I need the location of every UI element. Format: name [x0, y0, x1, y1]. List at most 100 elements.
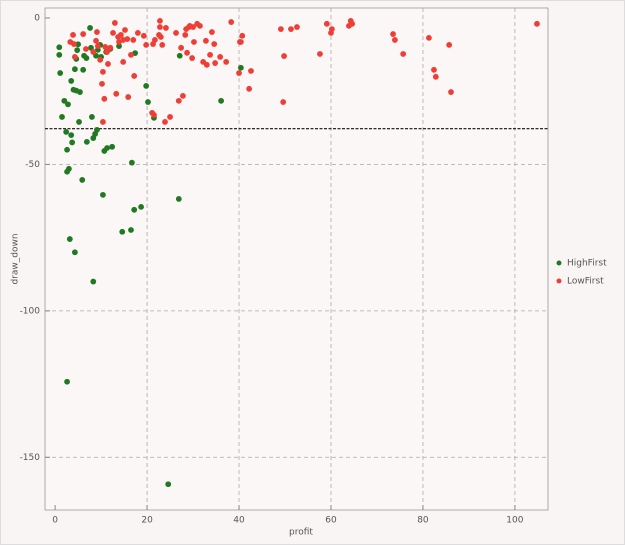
point — [212, 60, 219, 66]
point — [113, 90, 120, 97]
point — [71, 66, 78, 73]
point — [99, 80, 105, 87]
point — [104, 145, 110, 151]
point — [66, 236, 73, 242]
point — [349, 20, 356, 27]
point — [83, 55, 90, 61]
point — [71, 249, 78, 256]
point — [109, 143, 116, 150]
point — [323, 20, 330, 27]
point — [102, 44, 109, 50]
point — [76, 119, 82, 125]
point — [178, 44, 184, 51]
point — [117, 32, 124, 38]
x-tick-label: 80 — [417, 516, 429, 526]
point — [124, 36, 131, 42]
point — [448, 89, 454, 95]
point — [56, 51, 63, 58]
x-tick-label: 60 — [325, 516, 337, 526]
legend-label: HighFirst — [567, 259, 607, 269]
y-tick-label: -50 — [25, 160, 40, 170]
y-tick-label: -150 — [20, 453, 41, 463]
point — [119, 228, 126, 235]
point — [228, 19, 235, 25]
x-tick-label: 40 — [233, 516, 245, 526]
point — [239, 32, 246, 39]
point — [74, 47, 81, 54]
point — [125, 94, 132, 100]
point — [101, 95, 108, 102]
point — [128, 159, 135, 166]
x-tick-label: 100 — [506, 516, 523, 526]
point — [390, 31, 396, 37]
point — [100, 191, 106, 198]
point — [237, 64, 244, 71]
point — [157, 17, 163, 24]
point — [180, 92, 186, 99]
point — [122, 27, 128, 33]
point — [79, 177, 86, 183]
point — [56, 44, 63, 51]
legend-label: LowFirst — [567, 277, 604, 287]
point — [431, 66, 437, 73]
point — [134, 29, 141, 36]
point — [317, 51, 323, 57]
point — [143, 83, 150, 89]
point — [426, 34, 432, 41]
point — [64, 146, 70, 153]
point — [157, 34, 164, 40]
point — [294, 24, 300, 30]
point — [248, 68, 254, 74]
point — [94, 43, 101, 49]
point — [75, 41, 82, 48]
point — [182, 32, 189, 38]
point — [116, 43, 122, 49]
point — [69, 139, 76, 146]
point — [173, 29, 179, 36]
point — [209, 29, 215, 35]
point — [110, 29, 116, 36]
legend-marker — [556, 278, 562, 284]
x-tick-label: 0 — [52, 516, 58, 526]
point — [246, 85, 253, 92]
point — [97, 56, 104, 63]
x-axis-label: profit — [289, 528, 313, 538]
plot-frame — [44, 7, 549, 511]
point — [534, 20, 540, 27]
point — [93, 37, 99, 44]
point — [175, 196, 182, 202]
point — [159, 42, 166, 48]
point — [77, 89, 83, 95]
point — [80, 66, 87, 73]
point — [90, 278, 97, 285]
point — [329, 26, 335, 32]
point — [218, 97, 224, 104]
point — [131, 73, 138, 79]
point — [203, 37, 209, 44]
point — [111, 20, 118, 26]
point — [281, 53, 287, 59]
point — [197, 22, 203, 29]
point — [104, 49, 110, 55]
point — [175, 97, 182, 104]
point — [120, 58, 127, 65]
point — [288, 26, 294, 32]
point — [94, 126, 100, 133]
point — [83, 46, 89, 52]
point — [151, 112, 157, 118]
legend-marker — [556, 260, 562, 266]
point — [207, 51, 213, 58]
point — [217, 54, 224, 60]
point — [87, 25, 93, 31]
point — [71, 41, 77, 47]
point — [100, 119, 106, 125]
point — [140, 32, 147, 39]
point — [71, 54, 78, 60]
point — [64, 378, 70, 385]
point — [107, 44, 114, 51]
point — [59, 114, 65, 120]
point — [190, 24, 196, 30]
point — [80, 31, 87, 37]
